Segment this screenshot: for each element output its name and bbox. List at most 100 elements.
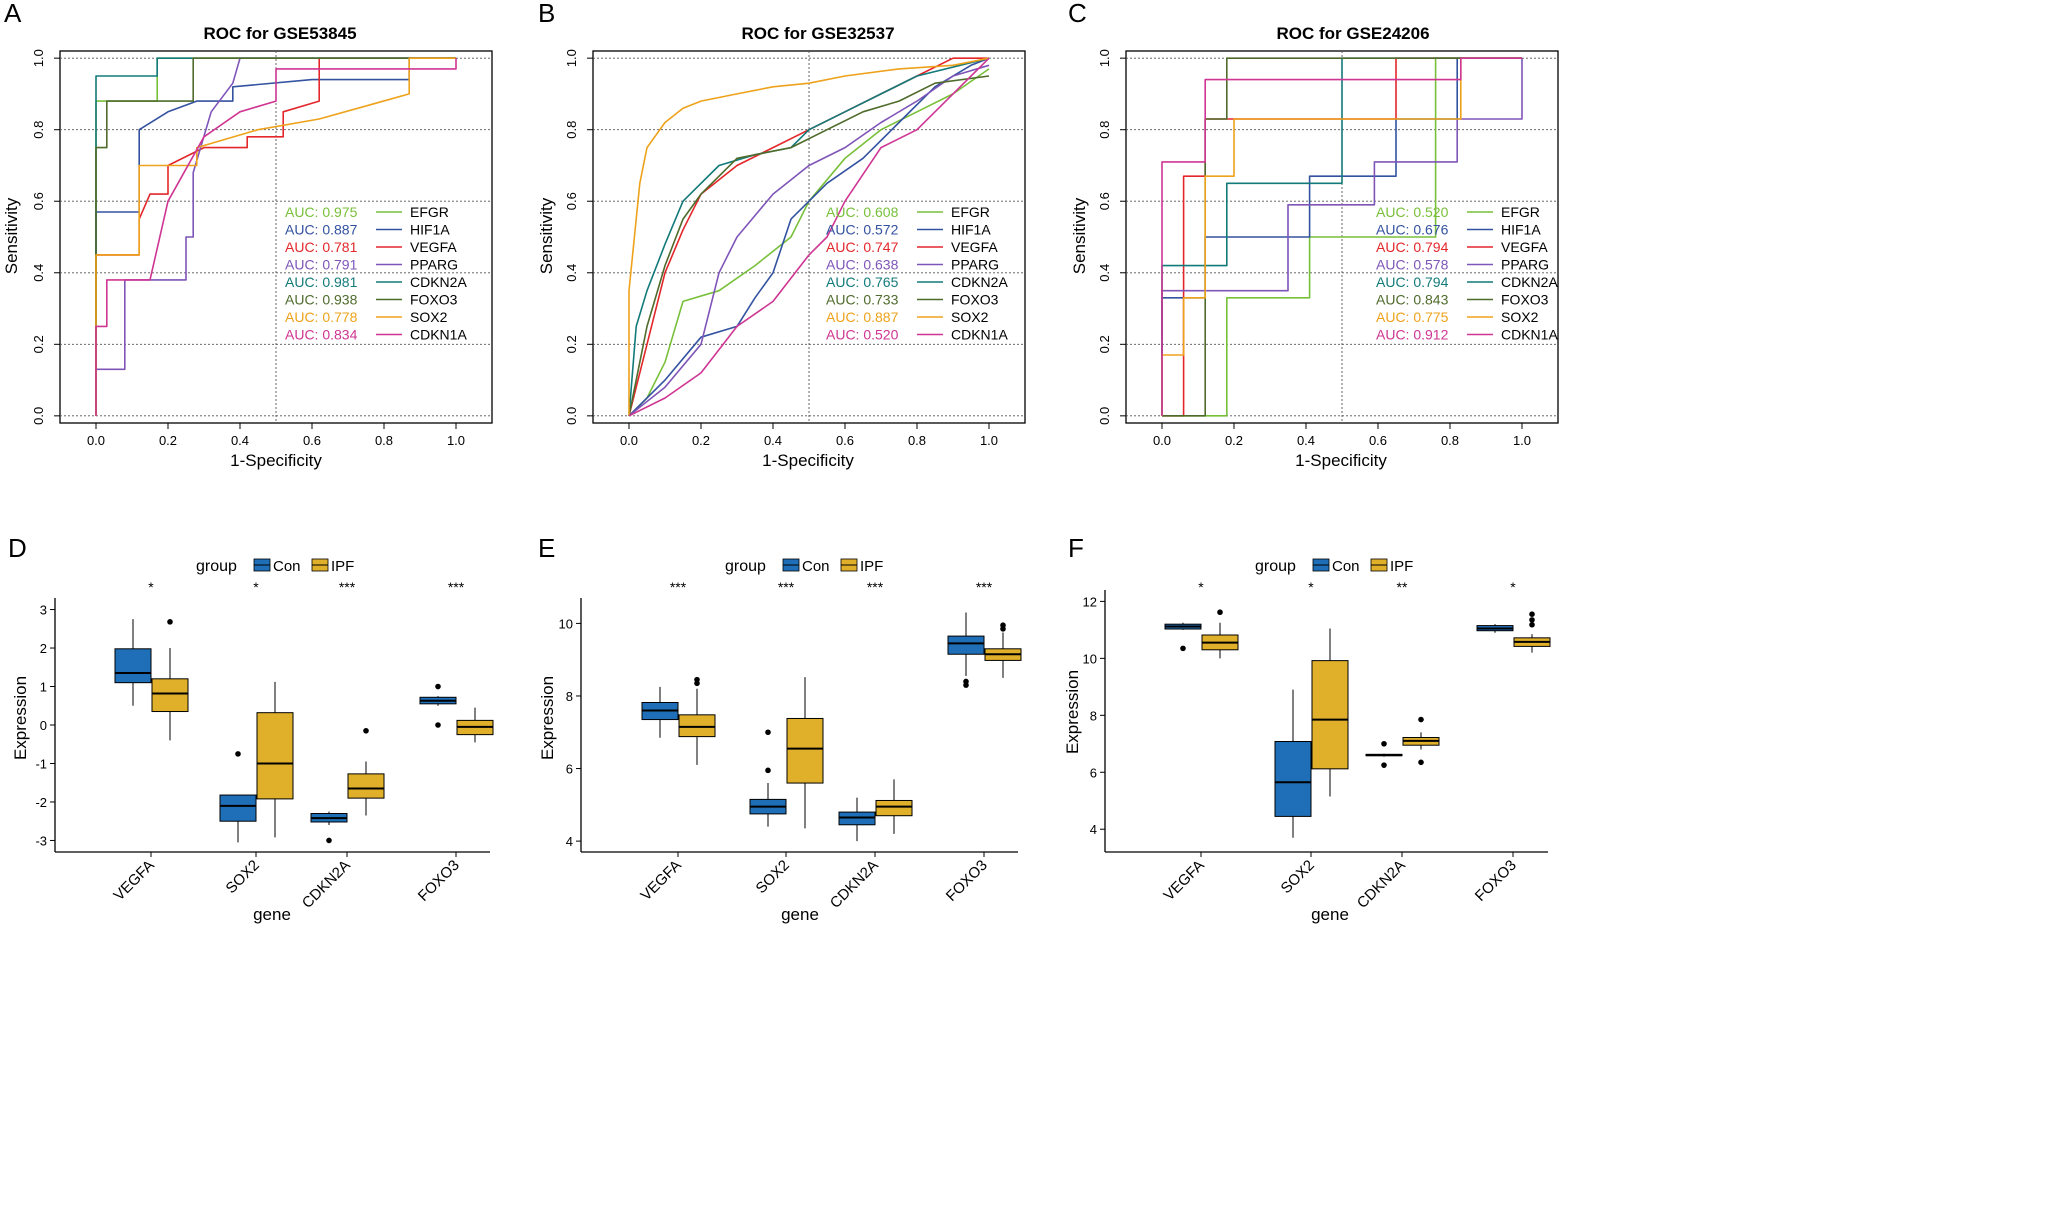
significance-mark-vegfa: * bbox=[148, 579, 154, 595]
box-ipf-sox2 bbox=[1311, 628, 1349, 797]
roc-y-tick-label: 1.0 bbox=[31, 49, 46, 67]
roc-legend-auc-hif1a: AUC: 0.887 bbox=[285, 222, 358, 238]
roc-ticks-b: 0.0 0.2 0.4 0.6 0.8 1.0 0.0 0.2 0.4 0.6 0.8 1.0 bbox=[564, 49, 998, 448]
roc-legend-auc-foxo3: AUC: 0.733 bbox=[826, 292, 899, 308]
roc-y-tick-label: 0.8 bbox=[564, 121, 579, 139]
box-outlier bbox=[765, 767, 771, 774]
roc-x-tick-label: 0.0 bbox=[1153, 433, 1171, 448]
box-body bbox=[219, 794, 257, 822]
roc-y-tick-label: 0.8 bbox=[31, 121, 46, 139]
box-significance-d: * * *** *** bbox=[148, 579, 464, 595]
box-y-tick-label: 6 bbox=[566, 762, 573, 777]
box-y-tick-label: 1 bbox=[40, 680, 47, 695]
roc-curve-foxo3 bbox=[1162, 57, 1522, 417]
box-con-cdkn2a bbox=[1365, 740, 1403, 768]
box-plots-e bbox=[641, 612, 1022, 842]
box-con-cdkn2a bbox=[310, 811, 348, 844]
roc-curve-hif1a bbox=[628, 57, 990, 417]
box-y-tick-label: 8 bbox=[566, 689, 573, 704]
roc-xlabel-b: 1-Specificity bbox=[762, 451, 854, 470]
roc-x-tick-label: 0.4 bbox=[764, 433, 782, 448]
roc-legend-auc-foxo3: AUC: 0.843 bbox=[1376, 292, 1449, 308]
roc-legend-name-vegfa: VEGFA bbox=[1501, 239, 1548, 255]
roc-y-tick-label: 0.8 bbox=[1097, 121, 1112, 139]
box-plots-f bbox=[1164, 609, 1551, 838]
box-outlier bbox=[1381, 740, 1387, 747]
significance-mark-sox2: *** bbox=[778, 579, 795, 595]
roc-curve-pparg bbox=[95, 57, 456, 416]
roc-legend-auc-cdkn1a: AUC: 0.834 bbox=[285, 327, 358, 343]
roc-y-tick-label: 0.0 bbox=[564, 407, 579, 425]
roc-legend-b: AUC: 0.608 EFGR AUC: 0.572 HIF1A AUC: 0.747 V… bbox=[826, 204, 1008, 343]
roc-legend-name-hif1a: HIF1A bbox=[1501, 222, 1541, 238]
roc-legend-auc-hif1a: AUC: 0.572 bbox=[826, 222, 899, 238]
box-y-tick-label: -3 bbox=[35, 833, 47, 848]
box-ipf-foxo3 bbox=[1513, 611, 1551, 653]
roc-legend-name-cdkn2a: CDKN2A bbox=[1501, 274, 1558, 290]
roc-x-tick-label: 1.0 bbox=[980, 433, 998, 448]
box-outlier bbox=[963, 682, 969, 688]
legend-group-name-con: Con bbox=[802, 558, 830, 575]
panel-label-d: D bbox=[8, 533, 27, 563]
roc-x-tick-label: 0.2 bbox=[692, 433, 710, 448]
roc-legend-auc-hif1a: AUC: 0.676 bbox=[1376, 222, 1449, 238]
box-ipf-vegfa bbox=[678, 676, 716, 765]
roc-legend-a: AUC: 0.975 EFGR AUC: 0.887 HIF1A AUC: 0.781 V… bbox=[285, 204, 467, 343]
roc-legend-name-cdkn1a: CDKN1A bbox=[951, 327, 1008, 343]
box-ipf-foxo3 bbox=[984, 622, 1022, 678]
box-y-tick-label: 2 bbox=[40, 641, 47, 656]
roc-curve-sox2 bbox=[1161, 57, 1522, 416]
box-body bbox=[114, 648, 152, 684]
roc-legend-auc-sox2: AUC: 0.778 bbox=[285, 309, 358, 325]
roc-curve-foxo3 bbox=[628, 75, 990, 416]
significance-mark-sox2: * bbox=[1308, 579, 1314, 595]
roc-legend-name-pparg: PPARG bbox=[951, 257, 999, 273]
roc-curves-b bbox=[628, 57, 990, 417]
box-outlier bbox=[167, 619, 173, 625]
box-y-tick-label: 12 bbox=[1083, 594, 1097, 609]
roc-x-tick-label: 0.4 bbox=[231, 433, 249, 448]
box-outlier bbox=[435, 683, 441, 690]
box-ylabel-f: Expression bbox=[1063, 670, 1082, 754]
roc-curve-efgr bbox=[628, 68, 990, 417]
roc-legend-auc-pparg: AUC: 0.791 bbox=[285, 257, 358, 273]
roc-legend-name-sox2: SOX2 bbox=[1501, 309, 1539, 325]
roc-y-tick-label: 0.0 bbox=[31, 407, 46, 425]
box-y-tick-label: 10 bbox=[1083, 651, 1097, 666]
roc-y-tick-label: 0.2 bbox=[1097, 335, 1112, 353]
roc-ylabel-b: Sensitivity bbox=[537, 197, 556, 274]
box-outlier bbox=[1000, 626, 1006, 632]
significance-mark-foxo3: * bbox=[1510, 579, 1516, 595]
box-ipf-cdkn2a bbox=[875, 779, 913, 834]
box-outlier bbox=[1418, 716, 1424, 723]
box-body bbox=[256, 712, 294, 800]
box-outlier bbox=[326, 837, 332, 844]
roc-curves-c bbox=[1161, 57, 1523, 417]
box-ipf-sox2 bbox=[256, 681, 294, 838]
box-outlier bbox=[765, 729, 771, 736]
roc-y-tick-label: 1.0 bbox=[564, 49, 579, 67]
roc-curve-pparg bbox=[628, 64, 990, 417]
roc-curve-sox2 bbox=[95, 57, 456, 416]
roc-ticks-a: 0.0 0.2 0.4 0.6 0.8 1.0 0.0 0.2 0.4 0.6 0.8 1.0 bbox=[31, 49, 465, 448]
box-body bbox=[1311, 660, 1349, 770]
box-con-foxo3 bbox=[947, 612, 985, 688]
box-outlier bbox=[694, 680, 700, 687]
significance-mark-sox2: * bbox=[253, 579, 259, 595]
box-y-tick-label: 4 bbox=[566, 834, 573, 849]
figure: A ROC for GSE53845 1-Specificity Sensiti… bbox=[2, 0, 1559, 924]
roc-legend-name-cdkn2a: CDKN2A bbox=[951, 274, 1008, 290]
roc-legend-name-cdkn2a: CDKN2A bbox=[410, 274, 467, 290]
legend-group-name-ipf: IPF bbox=[331, 558, 354, 575]
box-outlier bbox=[1418, 759, 1424, 766]
box-con-foxo3 bbox=[1476, 624, 1514, 633]
legend-group-name-con: Con bbox=[1332, 558, 1360, 575]
roc-legend-auc-foxo3: AUC: 0.938 bbox=[285, 292, 358, 308]
roc-legend-auc-cdkn1a: AUC: 0.520 bbox=[826, 327, 899, 343]
roc-x-tick-label: 0.2 bbox=[1225, 433, 1243, 448]
roc-title-b: ROC for GSE32537 bbox=[741, 24, 894, 43]
box-ipf-foxo3 bbox=[456, 707, 494, 743]
legend-group-name-con: Con bbox=[273, 558, 301, 575]
roc-legend-name-efgr: EFGR bbox=[1501, 204, 1540, 220]
box-con-vegfa bbox=[641, 686, 679, 738]
